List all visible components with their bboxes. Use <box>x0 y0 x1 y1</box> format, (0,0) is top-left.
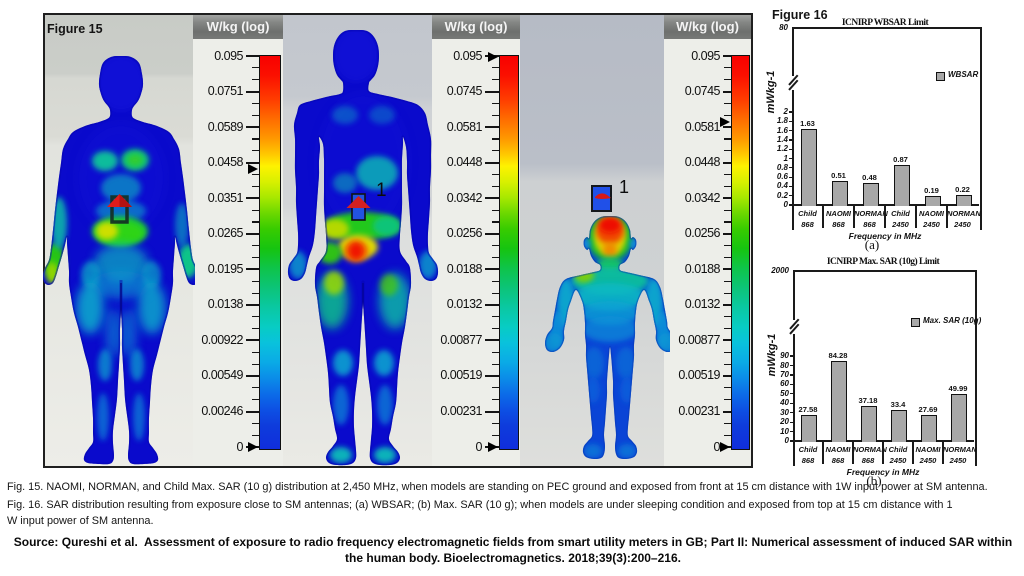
svg-text:1: 1 <box>619 177 629 197</box>
svg-text:1: 1 <box>376 180 387 201</box>
